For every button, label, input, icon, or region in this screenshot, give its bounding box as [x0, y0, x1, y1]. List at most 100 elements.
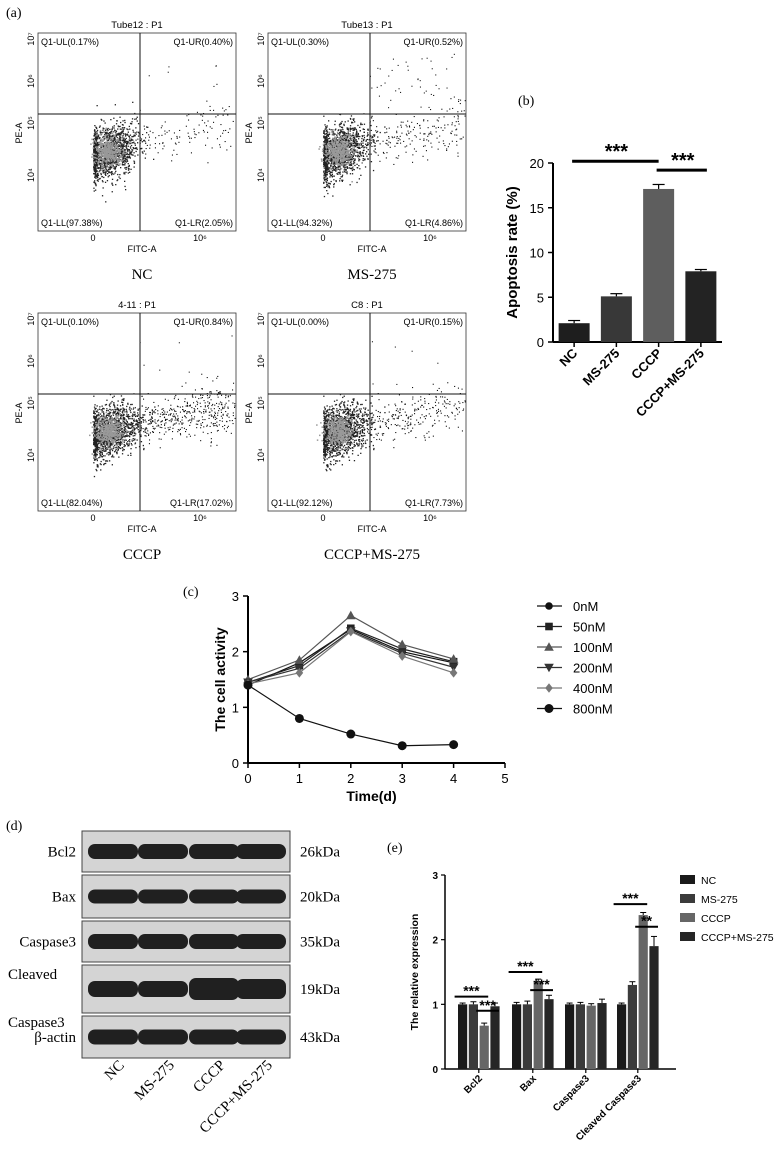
flow-event-dense — [100, 147, 103, 150]
flow-event — [114, 436, 116, 438]
flow-event — [120, 395, 123, 397]
flow-event-tail — [388, 137, 390, 139]
flow-event — [325, 135, 328, 138]
flow-event — [345, 132, 348, 135]
flow-event — [352, 140, 355, 143]
flow-event — [121, 144, 123, 147]
flow-event — [326, 131, 328, 133]
flow-event — [329, 173, 331, 175]
flow-event — [96, 163, 99, 166]
flow-event — [122, 146, 124, 148]
flow-event — [355, 143, 357, 145]
flow-event-dense — [336, 144, 339, 147]
flow-event-tail — [227, 131, 229, 133]
flow-event — [120, 141, 122, 144]
flow-event — [95, 425, 97, 427]
flow-event-dense — [336, 142, 338, 144]
flow-event — [105, 170, 107, 172]
flow-event — [98, 408, 101, 410]
flow-event — [331, 155, 333, 157]
flow-event — [116, 155, 119, 157]
flow-event-dense — [109, 139, 112, 141]
flow-event-tail — [443, 143, 445, 145]
flow-event — [104, 166, 106, 168]
flow-event-dense — [99, 144, 102, 146]
flow-event — [118, 139, 120, 141]
flow-event — [96, 155, 98, 157]
flow-event — [103, 414, 105, 416]
flow-event — [108, 172, 110, 174]
flow-event — [100, 118, 102, 121]
flow-event — [342, 129, 344, 131]
flow-event — [109, 408, 111, 410]
flow-event — [326, 140, 328, 142]
flow-event — [328, 128, 331, 130]
flow-event-dense — [340, 167, 343, 170]
flow-event — [143, 447, 145, 450]
flow-event — [129, 156, 131, 159]
flow-event — [134, 132, 136, 134]
flow-event-tail — [412, 154, 414, 156]
flow-event — [333, 162, 336, 164]
flow-event-dense — [353, 154, 355, 156]
flow-event — [361, 140, 363, 142]
flow-event — [363, 138, 365, 140]
flow-event — [108, 137, 110, 139]
flow-event-dense — [327, 158, 330, 161]
flow-event — [333, 179, 335, 181]
flow-event-dense — [346, 143, 349, 145]
flow-event-tail — [130, 147, 132, 149]
flow-event — [130, 144, 133, 147]
flow-event — [104, 142, 106, 144]
flow-event — [135, 127, 137, 129]
flow-event — [115, 442, 117, 444]
flow-event-upper — [421, 58, 423, 60]
flow-event — [327, 155, 329, 157]
flow-event-dense — [343, 163, 346, 165]
flow-event — [134, 142, 136, 145]
flow-event-dense — [111, 155, 114, 157]
flow-event-tail — [361, 162, 363, 164]
flow-event-dense — [330, 150, 333, 152]
flow-event-tail — [448, 143, 450, 145]
flow-scatter — [318, 53, 466, 198]
flow-event-tail — [179, 136, 181, 138]
flow-event — [324, 165, 327, 167]
flow-event — [109, 403, 111, 405]
flow-event — [354, 141, 356, 143]
flow-event-tail — [176, 135, 178, 137]
flow-event — [328, 167, 330, 169]
flow-event — [120, 417, 122, 419]
flow-event-tail — [194, 133, 196, 135]
flow-event — [130, 403, 132, 406]
flow-event-dense — [102, 148, 105, 150]
flow-event — [340, 143, 343, 145]
flow-event — [147, 393, 149, 395]
flow-event — [106, 442, 108, 444]
flow-event — [340, 162, 343, 164]
flow-event-dense — [111, 144, 114, 146]
flow-event — [350, 168, 353, 170]
flow-event — [112, 409, 114, 411]
flow-event — [120, 132, 122, 134]
flow-event-upper — [398, 88, 400, 90]
flow-event-dense — [98, 142, 100, 144]
flow-event — [109, 166, 111, 169]
flow-event — [348, 159, 350, 162]
flow-event — [324, 155, 326, 157]
flow-event — [95, 446, 97, 448]
flow-event — [110, 131, 113, 133]
flow-event-upper — [379, 68, 381, 70]
flow-event-dense — [339, 164, 342, 166]
flow-event-tail — [464, 100, 466, 102]
flow-event — [119, 116, 121, 118]
flow-event-dense — [344, 141, 346, 144]
flow-event-dense — [118, 150, 120, 152]
flow-event-dense — [326, 153, 328, 156]
flow-event-dense — [331, 133, 334, 135]
flow-event-dense — [340, 135, 342, 137]
flow-event — [124, 167, 126, 169]
flow-event — [347, 127, 349, 129]
flow-event — [93, 449, 95, 451]
flow-event — [367, 132, 369, 134]
